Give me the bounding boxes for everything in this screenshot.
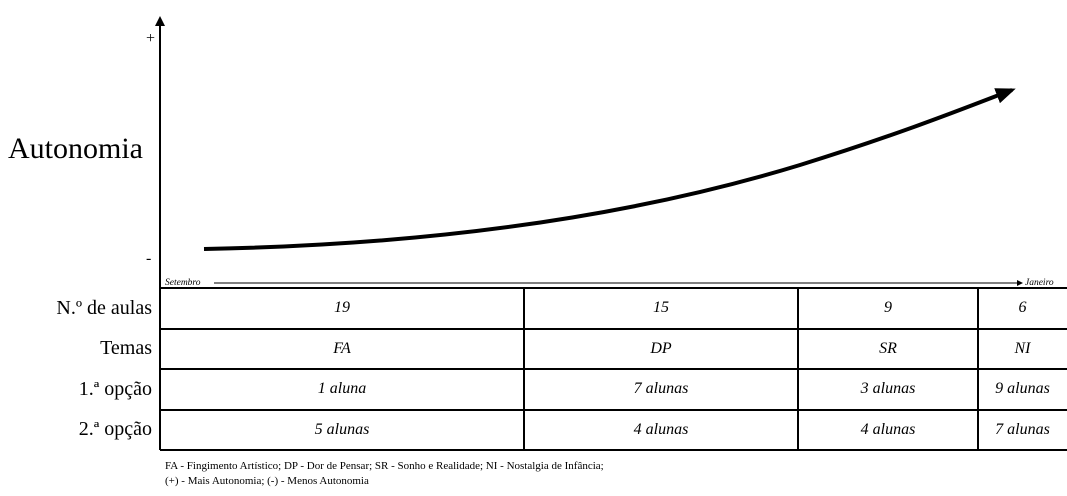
row-label-aulas: N.º de aulas bbox=[56, 297, 152, 319]
cell-tema: FA bbox=[333, 340, 351, 357]
row-label-opcao2: 2.ª opção bbox=[78, 418, 152, 440]
row-label-temas: Temas bbox=[100, 337, 152, 359]
cell-opcao2: 5 alunas bbox=[314, 421, 370, 438]
cell-opcao1: 3 alunas bbox=[860, 380, 916, 397]
cell-tema: SR bbox=[879, 340, 897, 357]
data-table-grid bbox=[159, 287, 1067, 451]
y-axis-high-marker: + bbox=[146, 30, 156, 47]
cell-opcao2: 7 alunas bbox=[995, 421, 1050, 438]
cell-opcao1: 9 alunas bbox=[995, 380, 1050, 397]
legend-symbols: (+) - Mais Autonomia; (-) - Menos Autono… bbox=[165, 475, 369, 487]
cell-opcao1: 7 alunas bbox=[633, 380, 689, 397]
legend-abbreviations: FA - Fingimento Artístico; DP - Dor de P… bbox=[165, 460, 604, 472]
y-axis-low-marker: - bbox=[146, 250, 152, 267]
autonomy-growth-curve bbox=[203, 88, 1016, 251]
cell-opcao2: 4 alunas bbox=[860, 421, 916, 438]
cell-aulas: 15 bbox=[653, 299, 669, 316]
cell-aulas: 19 bbox=[334, 299, 350, 316]
cell-aulas: 9 bbox=[884, 299, 892, 316]
cell-tema: NI bbox=[1014, 340, 1031, 357]
row-label-opcao1: 1.ª opção bbox=[78, 378, 152, 400]
timeline-end-label: Janeiro bbox=[1025, 278, 1054, 288]
cell-opcao1: 1 aluna bbox=[317, 380, 367, 397]
cell-opcao2: 4 alunas bbox=[633, 421, 689, 438]
timeline-start-label: Setembro bbox=[165, 278, 201, 288]
y-axis-title: Autonomia bbox=[8, 132, 143, 165]
cell-tema: DP bbox=[650, 340, 672, 357]
cell-aulas: 6 bbox=[1018, 299, 1027, 316]
